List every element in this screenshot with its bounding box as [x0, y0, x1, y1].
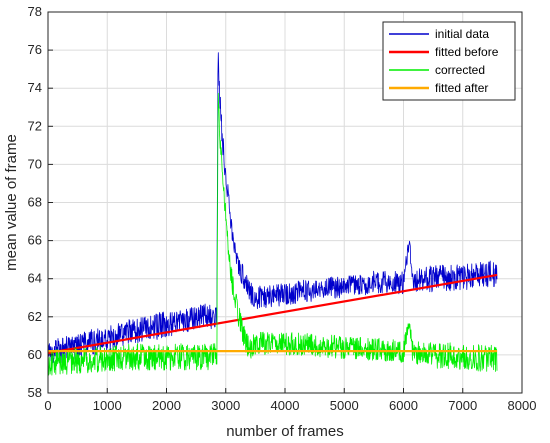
x-tick-label: 3000 — [211, 398, 240, 413]
y-tick-label: 68 — [28, 195, 42, 210]
legend-label-corrected: corrected — [435, 63, 485, 77]
y-tick-label: 62 — [28, 309, 42, 324]
y-tick-label: 74 — [28, 80, 42, 95]
legend-label-fitted-before: fitted before — [435, 45, 499, 59]
y-tick-label: 66 — [28, 233, 42, 248]
x-tick-label: 2000 — [152, 398, 181, 413]
axis-ticks: 0 1000 2000 3000 4000 5000 6000 7000 8000 58 60 62 6… — [28, 4, 537, 413]
y-tick-label: 64 — [28, 271, 42, 286]
series-layer — [47, 52, 498, 376]
x-axis-label: number of frames — [226, 423, 344, 440]
x-tick-label: 7000 — [448, 398, 477, 413]
legend-label-fitted-after: fitted after — [435, 81, 488, 95]
x-tick-label: 5000 — [330, 398, 359, 413]
y-tick-label: 58 — [28, 385, 42, 400]
legend: initial data fitted before corrected fitted… — [382, 21, 516, 101]
y-axis-label: mean value of frame — [3, 134, 20, 271]
series-line-fitted-before — [47, 273, 498, 355]
y-tick-label: 60 — [28, 347, 42, 362]
legend-label-initial-data: initial data — [435, 27, 489, 41]
y-tick-label: 70 — [28, 156, 42, 171]
x-tick-label: 4000 — [271, 398, 300, 413]
x-tick-label: 6000 — [389, 398, 418, 413]
x-tick-label: 1000 — [93, 398, 122, 413]
x-tick-label: 0 — [44, 398, 51, 413]
y-tick-label: 72 — [28, 118, 42, 133]
y-tick-label: 78 — [28, 4, 42, 19]
grid — [47, 11, 523, 394]
series-fitted-before — [47, 273, 498, 355]
x-tick-label: 8000 — [508, 398, 537, 413]
y-tick-label: 76 — [28, 42, 42, 57]
